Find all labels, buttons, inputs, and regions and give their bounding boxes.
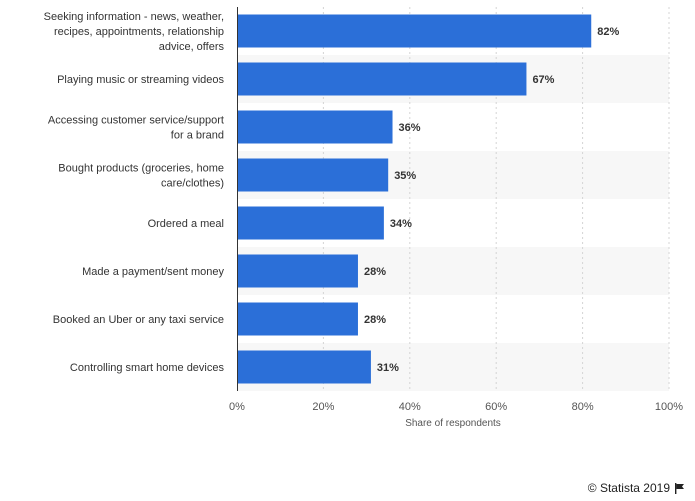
x-tick-label: 60% bbox=[485, 401, 507, 413]
x-tick-label: 40% bbox=[399, 401, 421, 413]
x-axis-title: Share of respondents bbox=[405, 418, 501, 429]
data-label: 82% bbox=[597, 26, 619, 38]
credit-text: © Statista 2019 bbox=[587, 481, 670, 495]
flag-icon bbox=[675, 482, 684, 494]
bar[interactable] bbox=[237, 14, 592, 48]
data-label: 28% bbox=[364, 266, 386, 278]
category-label: Seeking information - news, weather, bbox=[44, 11, 224, 23]
category-label: for a brand bbox=[171, 130, 224, 142]
bar[interactable] bbox=[237, 254, 358, 288]
data-label: 34% bbox=[390, 218, 412, 230]
data-label: 67% bbox=[532, 74, 554, 86]
bar[interactable] bbox=[237, 110, 393, 144]
data-label: 28% bbox=[364, 314, 386, 326]
x-tick-label: 100% bbox=[655, 401, 683, 413]
bar[interactable] bbox=[237, 350, 371, 384]
category-label: Playing music or streaming videos bbox=[57, 74, 224, 86]
x-tick-label: 20% bbox=[312, 401, 334, 413]
bar[interactable] bbox=[237, 62, 527, 96]
bar[interactable] bbox=[237, 206, 384, 240]
category-label: Controlling smart home devices bbox=[70, 362, 225, 374]
statista-credit[interactable]: © Statista 2019 bbox=[588, 481, 685, 495]
category-label: advice, offers bbox=[159, 41, 225, 53]
x-tick-label: 0% bbox=[229, 401, 245, 413]
category-label: Accessing customer service/support bbox=[48, 115, 224, 127]
data-label: 36% bbox=[399, 122, 421, 134]
data-label: 35% bbox=[394, 170, 416, 182]
data-label: 31% bbox=[377, 362, 399, 374]
category-label: Booked an Uber or any taxi service bbox=[53, 314, 224, 326]
category-label: care/clothes) bbox=[161, 178, 224, 190]
x-tick-label: 80% bbox=[572, 401, 594, 413]
bar[interactable] bbox=[237, 302, 358, 336]
category-label: recipes, appointments, relationship bbox=[54, 26, 224, 38]
category-label: Bought products (groceries, home bbox=[58, 163, 224, 175]
category-label: Made a payment/sent money bbox=[82, 266, 224, 278]
category-label: Ordered a meal bbox=[148, 218, 224, 230]
bar[interactable] bbox=[237, 158, 389, 192]
